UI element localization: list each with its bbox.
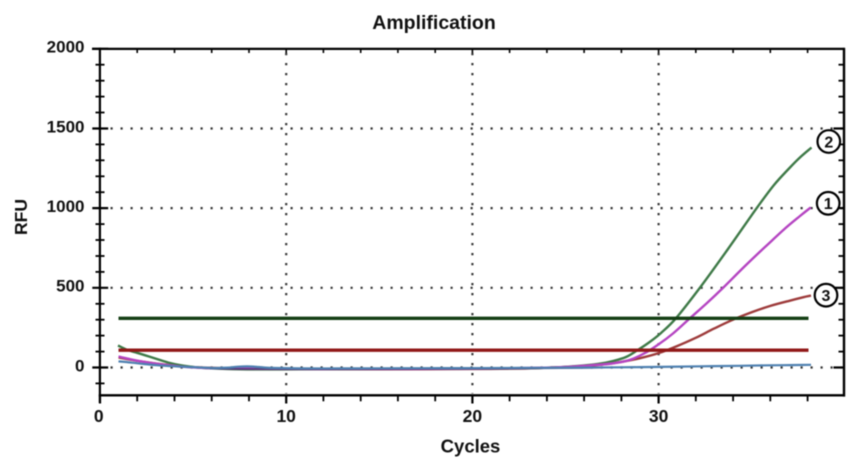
svg-text:3: 3 bbox=[822, 288, 831, 305]
svg-text:0: 0 bbox=[94, 406, 104, 426]
svg-text:Cycles: Cycles bbox=[441, 436, 501, 457]
svg-text:500: 500 bbox=[56, 277, 84, 296]
svg-text:30: 30 bbox=[649, 406, 669, 426]
svg-text:1: 1 bbox=[824, 196, 833, 213]
svg-text:0: 0 bbox=[75, 356, 84, 375]
svg-text:1500: 1500 bbox=[47, 117, 85, 136]
svg-text:2000: 2000 bbox=[47, 38, 85, 57]
svg-text:1000: 1000 bbox=[47, 197, 85, 216]
svg-text:Amplification: Amplification bbox=[372, 12, 496, 34]
svg-text:RFU: RFU bbox=[11, 199, 31, 235]
svg-text:10: 10 bbox=[276, 406, 296, 426]
svg-text:20: 20 bbox=[463, 406, 483, 426]
svg-text:2: 2 bbox=[824, 134, 833, 151]
